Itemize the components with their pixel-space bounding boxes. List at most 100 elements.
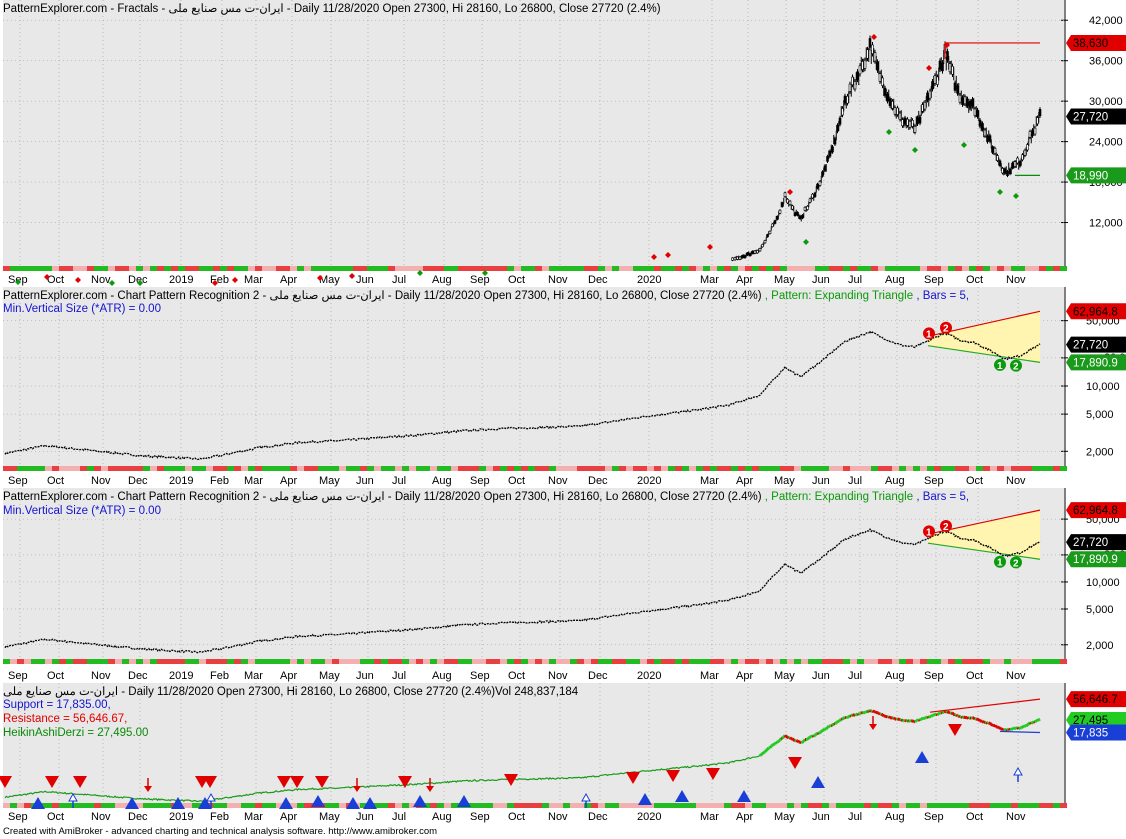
pane1-candle-body (736, 256, 739, 260)
pane4-heikin-bar (823, 727, 826, 732)
pane4-heikin-bar (870, 709, 874, 713)
pane4-heikin-bar (762, 750, 766, 754)
pane1-band (325, 266, 332, 271)
pane4-band (185, 803, 192, 808)
pane4-band (325, 803, 332, 808)
pane2-band (367, 466, 374, 471)
pane4-band (297, 803, 304, 808)
pane3-band (45, 659, 52, 664)
pane3-band (304, 659, 311, 664)
pane1-candle-body (868, 38, 872, 48)
pane3-band (682, 659, 689, 664)
pane1-band (115, 266, 122, 271)
pane4-band (626, 803, 633, 808)
pane4-band (122, 803, 129, 808)
pane2-band (423, 466, 430, 471)
pane4-heikin-bar (838, 718, 843, 722)
pane1-band (808, 266, 815, 271)
pane4-heikin-bar (842, 716, 846, 720)
pane3-band (941, 659, 948, 664)
strip2-month-label: Sep (924, 475, 944, 487)
pane2-band (402, 466, 409, 471)
pane4-sell-marker (203, 776, 217, 788)
pane1-title: PatternExplorer.com - Fractals - ایران-ت… (3, 3, 661, 15)
pane2-band (906, 466, 913, 471)
pane4-band (45, 803, 52, 808)
pane4-heikin-bar (1030, 721, 1034, 725)
pane4-band (17, 803, 24, 808)
pane4-heikin-badge-bg (1066, 711, 1126, 728)
pane2-band (409, 466, 416, 471)
pane2-band (115, 466, 122, 471)
pane3-band (388, 659, 395, 664)
pane2-band (857, 466, 864, 471)
pane3-title: PatternExplorer.com - Chart Pattern Reco… (3, 490, 969, 504)
pane4-arrow-down-head (869, 724, 877, 730)
pane2-band (752, 466, 759, 471)
pane3-pivot-marker (994, 555, 1006, 568)
pane2-band (171, 466, 178, 471)
pane4-band (675, 803, 682, 808)
pane1-band (367, 266, 374, 271)
pane1-band (577, 266, 584, 271)
pane1-candle-body (1018, 160, 1022, 167)
pane3-band (892, 659, 899, 664)
pane4-heikin-bar (863, 710, 868, 714)
pane4-band (703, 803, 710, 808)
pane1-candle-body (973, 108, 977, 116)
pane4-heikin-bar (1016, 726, 1020, 730)
strip4-month-label: Oct (508, 811, 525, 823)
pane2-pivot-marker (994, 358, 1006, 371)
pane3-band (829, 659, 836, 664)
pane1-band (850, 266, 857, 271)
pane1-band (724, 266, 731, 271)
pane4-heikin-bar (900, 718, 904, 722)
pane1-band (143, 266, 150, 271)
strip1-month-label: Sep (924, 274, 944, 286)
pane2-pivot-marker (1010, 359, 1022, 372)
pane1-candle-body (843, 95, 847, 104)
strip1-month-label: Aug (432, 274, 452, 286)
pane1-fractal-up (317, 275, 323, 281)
pane3-band (192, 659, 199, 664)
pane1-band (248, 266, 255, 271)
pane1-band (80, 266, 87, 271)
pane3-band (1004, 659, 1011, 664)
pane1-band (654, 266, 661, 271)
pane1-candle-body (778, 209, 782, 214)
pane4-heikin-bar (841, 716, 845, 721)
pane2-band (318, 466, 325, 471)
pane4-heikin-bar (1007, 727, 1011, 731)
pane1-candle-body (916, 117, 919, 125)
pane1-resistance-badge: 38,630 (1073, 38, 1108, 50)
pane3-pivot-label: 1 (997, 558, 1003, 569)
pane3-band (626, 659, 633, 664)
strip4-month-label: Nov (1006, 811, 1026, 823)
strip4-month-label: Sep (924, 811, 944, 823)
pane1-band (38, 266, 45, 271)
pane3-pivot-marker (940, 519, 952, 532)
pane1-candle-body (938, 60, 942, 70)
pane1-band (584, 266, 591, 271)
pane1-candle-body (741, 255, 744, 259)
strip3-month-label: Nov (1006, 670, 1026, 682)
pane1-band (829, 266, 836, 271)
pane3-band (10, 659, 17, 664)
pane4-heikin-bar (936, 712, 940, 716)
pane1-band (486, 266, 493, 271)
pane2-band (500, 466, 507, 471)
pane3-pivot-marker (1010, 556, 1022, 569)
pane4-arrow-down-head (426, 786, 434, 792)
pane3-band (990, 659, 997, 664)
pane3-band (465, 659, 472, 664)
pane1-band (920, 266, 927, 271)
pane1-band (66, 266, 73, 271)
pane3-band (24, 659, 31, 664)
pane1-band (612, 266, 619, 271)
pane1-fractal-up (44, 274, 50, 280)
pane1-candle-body (766, 234, 769, 238)
strip2-month-label: Oct (966, 475, 983, 487)
strip1-month-label: Oct (966, 274, 983, 286)
pane4-buy-marker (171, 797, 185, 809)
pane1-fractal-up (871, 34, 877, 40)
